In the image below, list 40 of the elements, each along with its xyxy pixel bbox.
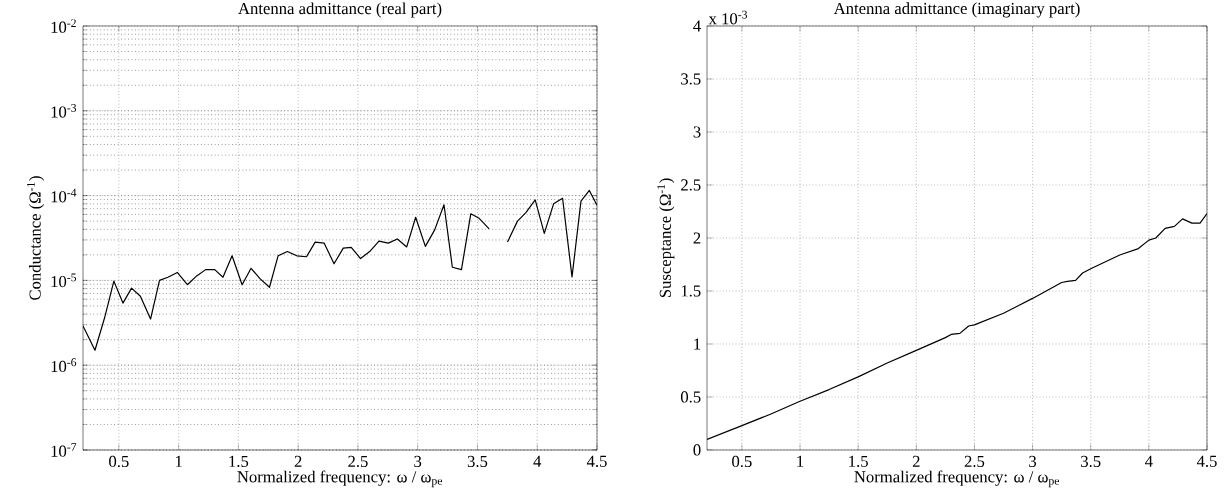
y-tick-label: 4 xyxy=(693,20,701,32)
y-tick-label: 10$^{-6}$ xyxy=(51,358,77,373)
y-axis-title: Susceptance (Ω$^{-1}$) xyxy=(657,178,675,298)
y-tick-label: 10$^{-4}$ xyxy=(51,188,77,203)
x-tick-label: 2 xyxy=(294,455,302,467)
x-tick-label: 1 xyxy=(797,455,804,467)
x-tick-label: 4.5 xyxy=(1196,455,1217,468)
y-tick-label: 10$^{-2}$ xyxy=(51,19,76,33)
y-tick-label: 1 xyxy=(694,338,701,350)
x-tick-label: 0.5 xyxy=(732,455,752,468)
x-tick-label: 3 xyxy=(414,455,422,468)
chart-title: Antenna admittance (imaginary part) xyxy=(833,2,1080,18)
x-tick-label: 1.5 xyxy=(229,455,249,468)
chart-title: Antenna admittance (real part) xyxy=(238,2,442,18)
y-tick-label: 10$^{-3}$ xyxy=(51,103,77,118)
x-tick-label: 2.5 xyxy=(964,455,985,468)
y-tick-label: 10$^{-5}$ xyxy=(51,273,77,288)
y-tick-label: 2.5 xyxy=(681,179,701,191)
x-tick-label: 4.5 xyxy=(586,455,607,468)
y-tick-label: 3.5 xyxy=(681,73,701,85)
x-tick-label: 3 xyxy=(1029,455,1037,468)
x-tick-label: 3.5 xyxy=(1081,455,1101,468)
y-tick-label: 0 xyxy=(693,444,701,456)
y-tick-label: 0.5 xyxy=(680,391,701,403)
x-tick-label: 3.5 xyxy=(467,455,488,468)
y-axis-title: Conductance (Ω$^{-1}$) xyxy=(27,176,45,300)
y-tick-label: 10$^{-7}$ xyxy=(51,443,77,457)
x-tick-label: 0.5 xyxy=(109,455,129,468)
x-axis-title: Normalized frequency: ω / ω$_{pe}$ xyxy=(854,470,1060,488)
x-axis-title: Normalized frequency: ω / ω$_{pe}$ xyxy=(237,470,443,488)
x-tick-label: 4 xyxy=(1145,455,1153,467)
x-tick-label: 4 xyxy=(533,455,542,467)
y-tick-label: 2 xyxy=(693,232,701,244)
x-tick-label: 2.5 xyxy=(348,455,368,468)
y-tick-label: 1.5 xyxy=(681,285,701,297)
x-tick-label: 1 xyxy=(175,455,182,467)
x-tick-label: 1.5 xyxy=(849,455,868,468)
text: x 10$^{-3}$ xyxy=(708,10,748,25)
x-tick-label: 2 xyxy=(912,455,920,467)
y-tick-label: 3 xyxy=(693,126,701,138)
